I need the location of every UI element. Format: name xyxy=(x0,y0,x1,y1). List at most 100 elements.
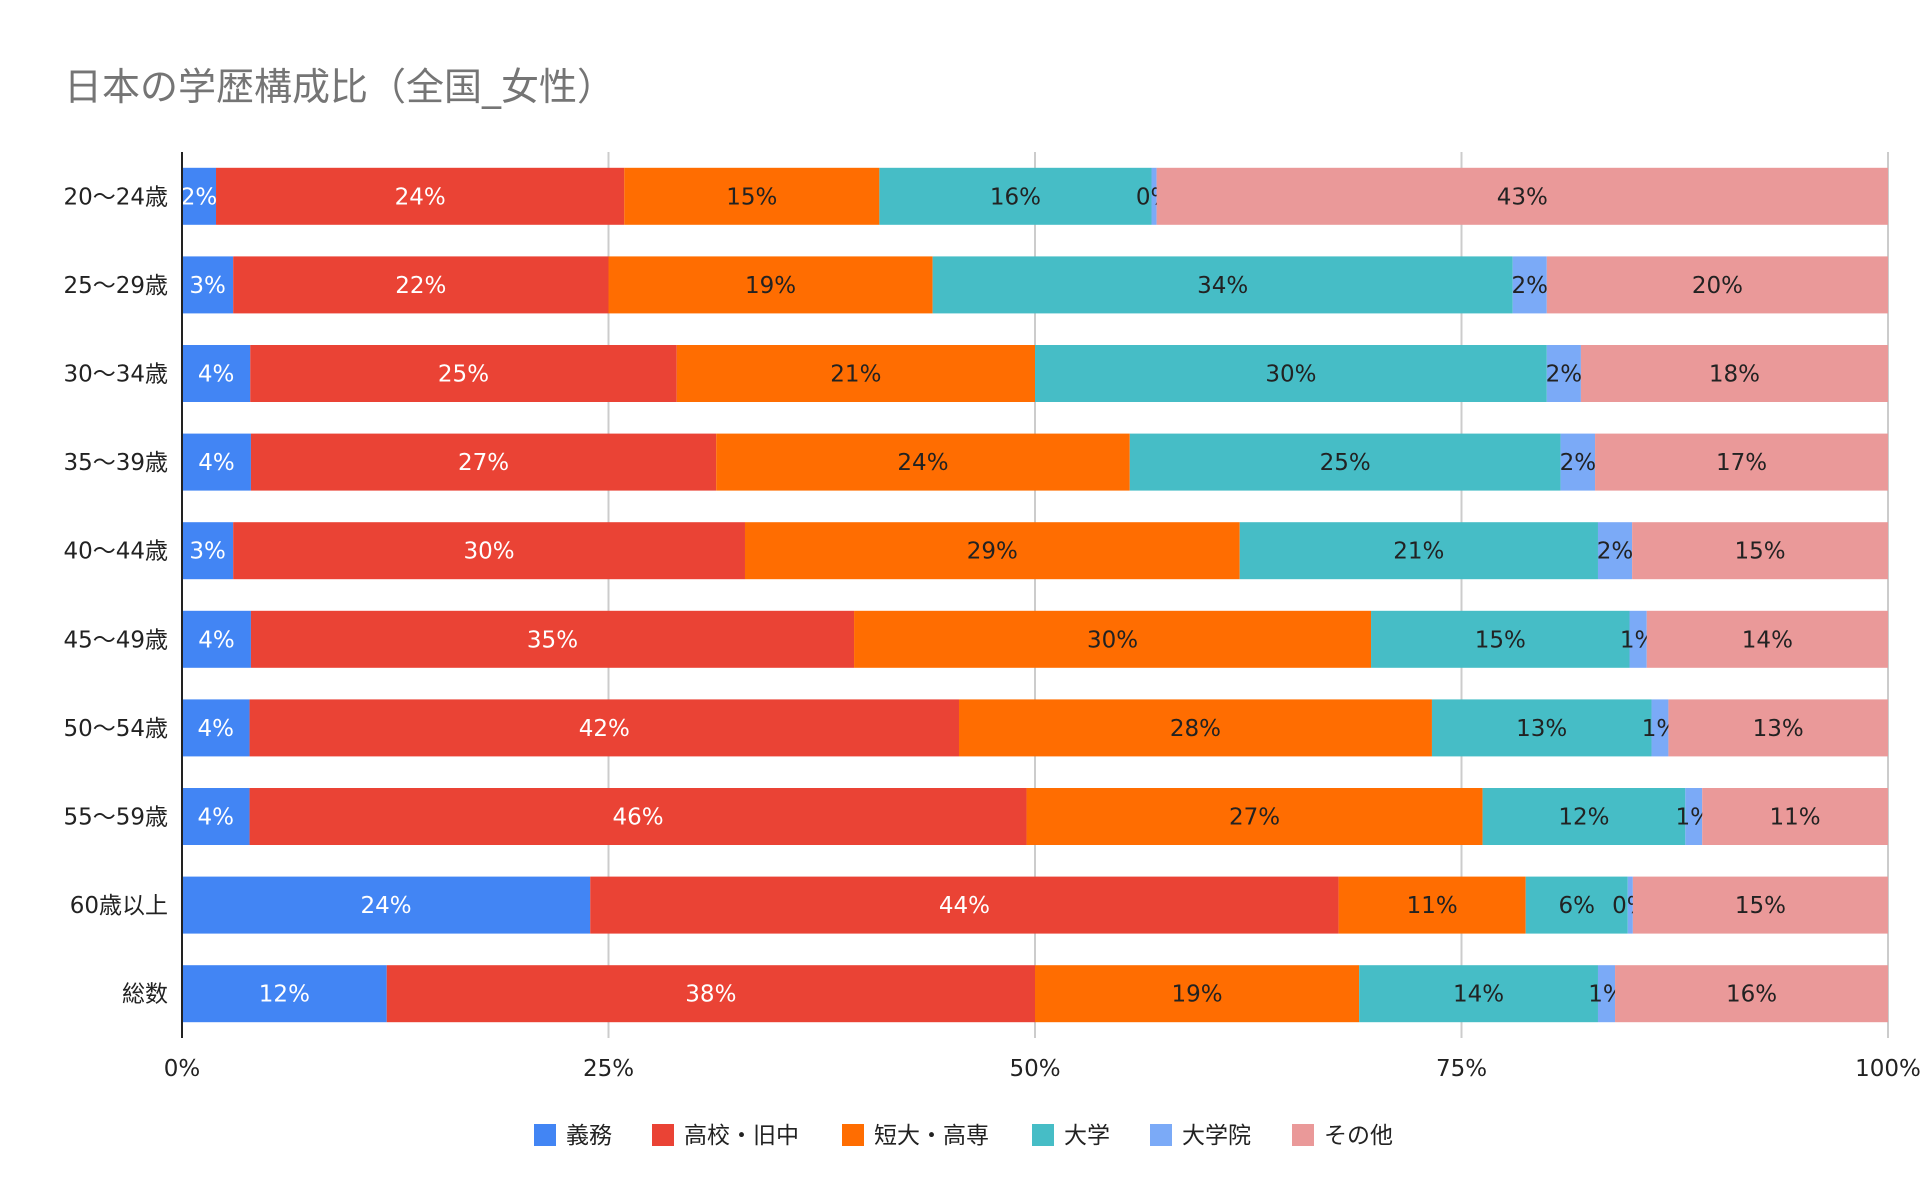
bar-segment xyxy=(250,610,855,668)
bar-segment xyxy=(1239,522,1598,580)
bar-segment xyxy=(1156,167,1888,225)
bar-segment xyxy=(590,876,1339,934)
data-label: 20% xyxy=(1692,273,1743,299)
data-label: 21% xyxy=(1393,539,1444,565)
bar-segment xyxy=(182,345,251,402)
legend-swatch xyxy=(1292,1124,1314,1146)
legend-label: その他 xyxy=(1324,1123,1393,1149)
legend-swatch xyxy=(652,1124,674,1146)
bar-segment xyxy=(233,256,609,314)
data-label: 34% xyxy=(1197,273,1248,299)
data-label: 25% xyxy=(438,362,489,388)
bar-segment xyxy=(854,610,1372,668)
data-label: 16% xyxy=(990,184,1041,210)
data-label: 27% xyxy=(1229,805,1280,831)
legend: 義務 高校・旧中 短大・高専 大学 大学院 その他 xyxy=(534,1123,1393,1149)
bar-segment xyxy=(216,167,625,225)
data-label: 11% xyxy=(1770,805,1821,831)
bar-segment xyxy=(1525,876,1628,934)
data-label: 4% xyxy=(198,805,235,831)
legend-label: 大学院 xyxy=(1182,1123,1251,1149)
bar-segment xyxy=(1431,699,1652,757)
category-label: 60歳以上 xyxy=(70,893,168,919)
data-label: 14% xyxy=(1742,627,1793,653)
data-label: 19% xyxy=(1172,982,1223,1008)
x-axis-ticks: 0% 25% 50% 75% 100% xyxy=(164,1056,1921,1082)
bars: 2% 24% 15% 16% 0% 43%3% 22% 19% 34% 2% 20%4% 25% 21%… xyxy=(181,167,1888,1023)
category-label: 総数 xyxy=(122,982,168,1008)
legend-label: 大学 xyxy=(1064,1123,1110,1149)
bar-segment xyxy=(182,433,251,491)
bar-segment xyxy=(624,167,880,225)
bar-segment xyxy=(1035,345,1547,402)
data-label: 46% xyxy=(612,805,663,831)
data-label: 15% xyxy=(726,184,777,210)
x-tick-label: 0% xyxy=(164,1056,201,1082)
data-label: 12% xyxy=(1558,805,1609,831)
bar-segment xyxy=(1595,433,1888,491)
legend-swatch xyxy=(534,1124,556,1146)
data-label: 15% xyxy=(1475,627,1526,653)
bar-segment xyxy=(1632,522,1888,580)
data-label: 13% xyxy=(1753,716,1804,742)
bar-segment xyxy=(1615,965,1888,1023)
bar-segment xyxy=(1035,965,1360,1023)
bar-segment xyxy=(608,256,933,314)
bar-segment xyxy=(182,610,251,668)
data-label: 21% xyxy=(830,362,881,388)
data-label: 6% xyxy=(1558,893,1595,919)
data-label: 4% xyxy=(198,362,235,388)
bar-segment xyxy=(182,167,217,225)
data-label: 2% xyxy=(1560,450,1597,476)
data-label: 38% xyxy=(685,982,736,1008)
data-label: 44% xyxy=(939,893,990,919)
data-label: 24% xyxy=(395,184,446,210)
data-label: 4% xyxy=(198,716,235,742)
bar-segment xyxy=(1560,433,1596,491)
data-label: 22% xyxy=(395,273,446,299)
x-tick-label: 50% xyxy=(1009,1056,1060,1082)
category-label: 45〜49歳 xyxy=(63,627,168,653)
bar-segment xyxy=(1629,610,1647,668)
data-label: 15% xyxy=(1735,893,1786,919)
data-label: 25% xyxy=(1320,450,1371,476)
data-label: 30% xyxy=(1265,362,1316,388)
data-label: 2% xyxy=(1597,539,1634,565)
bar-segment xyxy=(1338,876,1526,934)
data-label: 43% xyxy=(1497,184,1548,210)
data-label: 11% xyxy=(1407,893,1458,919)
data-label: 42% xyxy=(579,716,630,742)
bar-segment xyxy=(1580,345,1888,402)
category-label: 40〜44歳 xyxy=(63,539,168,565)
x-tick-label: 25% xyxy=(583,1056,634,1082)
bar-segment xyxy=(1702,788,1888,845)
legend-label: 短大・高専 xyxy=(874,1123,989,1149)
bar-segment xyxy=(1597,965,1616,1023)
bar-segment xyxy=(386,965,1036,1023)
category-label: 25〜29歳 xyxy=(63,273,168,299)
legend-label: 高校・旧中 xyxy=(684,1123,799,1149)
legend-swatch xyxy=(1032,1124,1054,1146)
data-label: 24% xyxy=(361,893,412,919)
bar-segment xyxy=(249,788,1027,845)
data-label: 16% xyxy=(1726,982,1777,1008)
data-label: 19% xyxy=(745,273,796,299)
bar-segment xyxy=(1482,788,1686,845)
category-labels: 20〜24歳 25〜29歳 30〜34歳 35〜39歳 40〜44歳 45〜49歳 50〜5… xyxy=(63,184,168,1007)
bar-segment xyxy=(182,965,387,1023)
bar-segment xyxy=(744,522,1240,580)
category-label: 35〜39歳 xyxy=(63,450,168,476)
bar-segment xyxy=(1597,522,1633,580)
data-label: 35% xyxy=(527,627,578,653)
data-label: 30% xyxy=(464,539,515,565)
data-label: 4% xyxy=(198,450,235,476)
bar-segment xyxy=(1651,699,1669,757)
category-label: 50〜54歳 xyxy=(63,716,168,742)
bar-segment xyxy=(1546,345,1581,402)
category-label: 55〜59歳 xyxy=(63,805,168,831)
bar-segment xyxy=(1632,876,1888,934)
bar-segment xyxy=(958,699,1432,757)
data-label: 12% xyxy=(259,982,310,1008)
data-label: 13% xyxy=(1516,716,1567,742)
